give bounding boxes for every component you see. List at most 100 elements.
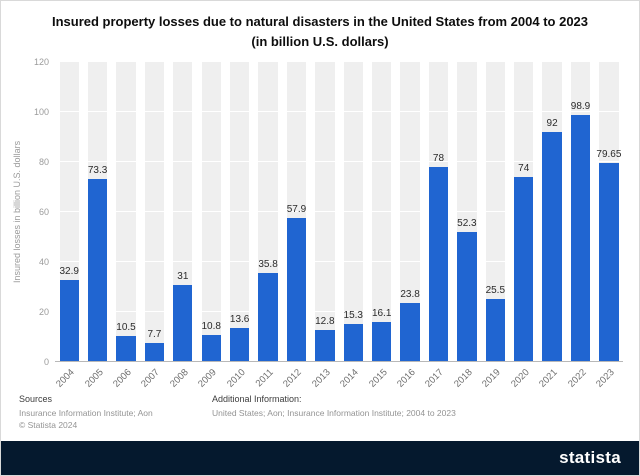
bar bbox=[542, 132, 562, 363]
plot-area: 32.9 2004 73.3 2005 10.5 2006 7.7 2007 31 2008 10.… bbox=[54, 61, 623, 390]
x-axis-label: 2017 bbox=[423, 367, 447, 391]
bar bbox=[229, 328, 250, 363]
bar bbox=[428, 167, 449, 363]
gridline bbox=[55, 261, 623, 263]
bar-column: 78 2017 bbox=[424, 62, 452, 390]
x-axis-label: 2022 bbox=[565, 367, 589, 391]
chart-title: Insured property losses due to natural d… bbox=[51, 14, 589, 50]
x-axis-label: 2016 bbox=[395, 367, 418, 391]
gridline bbox=[55, 211, 623, 213]
bar-column: 92 2021 bbox=[537, 62, 566, 390]
bar-value-label: 10.8 bbox=[201, 321, 221, 333]
column-band bbox=[144, 62, 165, 363]
bar-column: 73.3 2005 bbox=[83, 62, 111, 390]
bar-column: 32.9 2004 bbox=[54, 62, 83, 390]
x-axis-label: 2011 bbox=[253, 367, 276, 390]
x-axis-label: 2008 bbox=[167, 367, 191, 391]
bar-value-label: 32.9 bbox=[59, 266, 79, 278]
bar-value-label: 35.8 bbox=[258, 258, 278, 270]
bar-value-label: 78 bbox=[432, 153, 445, 165]
bar-value-label: 74 bbox=[518, 163, 530, 175]
bar bbox=[201, 335, 221, 363]
bar-value-label: 79.65 bbox=[596, 149, 622, 161]
bar bbox=[258, 272, 278, 363]
bar bbox=[315, 330, 335, 363]
gridline bbox=[55, 311, 623, 313]
x-axis-label: 2015 bbox=[366, 367, 390, 391]
bar-column: 25.5 2019 bbox=[480, 62, 509, 390]
bar bbox=[144, 343, 165, 363]
x-axis-label: 2020 bbox=[508, 367, 532, 391]
column-band bbox=[229, 62, 250, 363]
additional-info-block: Additional Information: United States; A… bbox=[212, 392, 621, 432]
x-axis-label: 2007 bbox=[139, 367, 163, 391]
bar bbox=[59, 280, 79, 363]
x-axis-label: 2010 bbox=[224, 367, 248, 391]
x-axis-label: 2019 bbox=[480, 367, 504, 391]
column-band bbox=[372, 62, 392, 363]
y-tick-label: 60 bbox=[38, 207, 49, 218]
chart-footer: Sources Insurance Information Institute;… bbox=[1, 392, 639, 438]
bar-column: 15.3 2014 bbox=[338, 62, 367, 390]
bar-column: 16.1 2015 bbox=[367, 62, 395, 390]
bar-value-label: 25.5 bbox=[485, 284, 506, 296]
bar-column: 23.8 2016 bbox=[395, 62, 424, 390]
bar-value-label: 13.6 bbox=[229, 314, 250, 326]
y-tick-label: 40 bbox=[38, 257, 49, 268]
x-axis-label: 2009 bbox=[196, 367, 220, 391]
copyright-text: © Statista 2024 bbox=[19, 420, 78, 431]
bar-column: 13.6 2010 bbox=[225, 62, 253, 390]
sources-block: Sources Insurance Information Institute;… bbox=[19, 392, 184, 432]
bar-value-label: 15.3 bbox=[343, 310, 363, 322]
y-tick-label: 80 bbox=[38, 157, 49, 168]
y-axis-labels: 0 20 40 60 80 100 120 bbox=[25, 57, 55, 367]
bar-column: 10.8 2009 bbox=[196, 62, 225, 390]
gridline bbox=[55, 161, 623, 163]
bar-column: 98.9 2022 bbox=[566, 62, 594, 390]
bar-column: 10.5 2006 bbox=[111, 62, 140, 390]
bar bbox=[599, 163, 619, 363]
statista-logo: statista bbox=[559, 448, 621, 467]
y-axis-title-container: Insured losses in billion U.S. dollars bbox=[9, 62, 25, 362]
additional-info-text: United States; Aon; Insurance Informatio… bbox=[212, 407, 456, 418]
sources-heading: Sources bbox=[19, 394, 53, 405]
x-axis-label: 2006 bbox=[111, 367, 134, 391]
bar-value-label: 31 bbox=[177, 270, 189, 282]
bar-column: 74 2020 bbox=[509, 62, 538, 390]
y-tick-label: 0 bbox=[43, 357, 49, 368]
column-band bbox=[315, 62, 335, 363]
column-band bbox=[400, 62, 420, 363]
gridline bbox=[55, 61, 623, 63]
x-axis-label: 2018 bbox=[451, 367, 475, 391]
bar-value-label: 52.3 bbox=[457, 217, 477, 229]
bar-value-label: 7.7 bbox=[147, 329, 162, 341]
bar bbox=[116, 336, 136, 363]
x-axis-label: 2004 bbox=[54, 367, 77, 391]
bar-value-label: 10.5 bbox=[116, 322, 136, 334]
bar-column: 57.9 2012 bbox=[282, 62, 310, 390]
x-axis-line bbox=[55, 361, 623, 363]
bar-value-label: 16.1 bbox=[371, 308, 392, 320]
x-axis-label: 2012 bbox=[281, 367, 305, 391]
bar-value-label: 73.3 bbox=[87, 165, 108, 177]
x-axis-label: 2005 bbox=[82, 367, 106, 391]
additional-info-heading: Additional Information: bbox=[212, 394, 302, 405]
bar-column: 7.7 2007 bbox=[139, 62, 168, 390]
bar bbox=[173, 284, 193, 363]
bar bbox=[514, 177, 534, 363]
bar-value-label: 12.8 bbox=[315, 316, 335, 328]
column-band bbox=[485, 62, 505, 363]
bar-column: 35.8 2011 bbox=[254, 62, 282, 390]
bar bbox=[400, 302, 420, 363]
sources-text: Insurance Information Institute; Aon bbox=[19, 407, 153, 418]
bar-column: 52.3 2018 bbox=[452, 62, 481, 390]
bar-value-label: 57.9 bbox=[286, 203, 307, 215]
bar-value-label: 92 bbox=[546, 118, 558, 130]
y-tick-label: 120 bbox=[33, 57, 49, 68]
bar-value-label: 23.8 bbox=[400, 288, 420, 300]
bar bbox=[87, 179, 108, 363]
x-axis-label: 2023 bbox=[593, 367, 617, 391]
gridline bbox=[55, 111, 623, 113]
column-band bbox=[116, 62, 136, 363]
